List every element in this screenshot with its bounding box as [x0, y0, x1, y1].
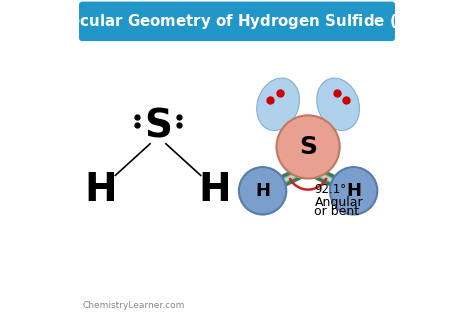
Text: H: H	[255, 182, 270, 200]
Text: Angular: Angular	[314, 196, 363, 209]
Ellipse shape	[276, 115, 340, 179]
Text: ChemistryLearner.com: ChemistryLearner.com	[82, 301, 184, 310]
Text: H: H	[85, 171, 118, 209]
Ellipse shape	[257, 78, 300, 131]
Text: S: S	[299, 135, 317, 159]
Ellipse shape	[330, 167, 377, 215]
Text: H: H	[346, 182, 361, 200]
Text: S: S	[144, 107, 172, 145]
Text: Molecular Geometry of Hydrogen Sulfide (H$_2$S): Molecular Geometry of Hydrogen Sulfide (…	[39, 12, 435, 31]
Text: H: H	[199, 171, 231, 209]
Text: or bent: or bent	[314, 205, 360, 218]
FancyBboxPatch shape	[79, 2, 395, 41]
Text: 92.1°: 92.1°	[314, 183, 346, 196]
Ellipse shape	[239, 167, 286, 215]
Ellipse shape	[317, 78, 359, 131]
